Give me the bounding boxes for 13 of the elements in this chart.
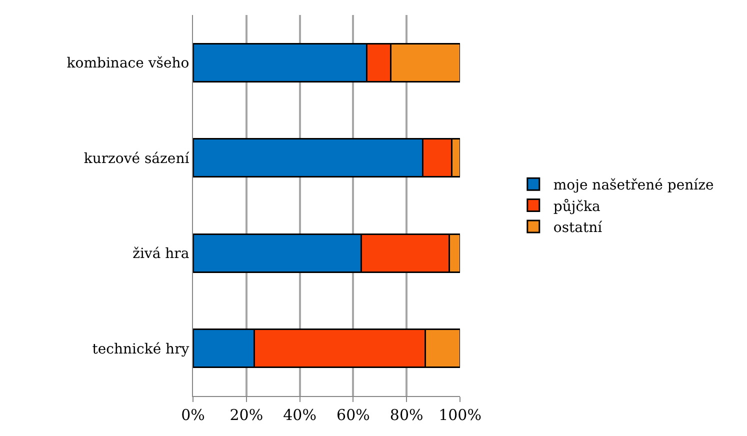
y-tick-label: kurzové sázení [84,150,190,167]
y-tick-label: technické hry [92,341,190,358]
y-tick-label: živá hra [132,246,190,262]
x-tick-label: 20% [230,406,264,424]
x-tick-label: 100% [438,406,482,424]
legend-label: ostatní [553,220,603,236]
y-tick-label: kombinace všeho [66,56,190,72]
x-tick-label: 60% [336,406,370,424]
legend-label: půjčka [553,198,600,215]
x-tick-label: 80% [390,406,424,424]
legend-label: moje našetřené peníze [553,178,714,194]
x-tick-label: 0% [181,406,205,424]
x-tick-label: 40% [283,406,316,424]
